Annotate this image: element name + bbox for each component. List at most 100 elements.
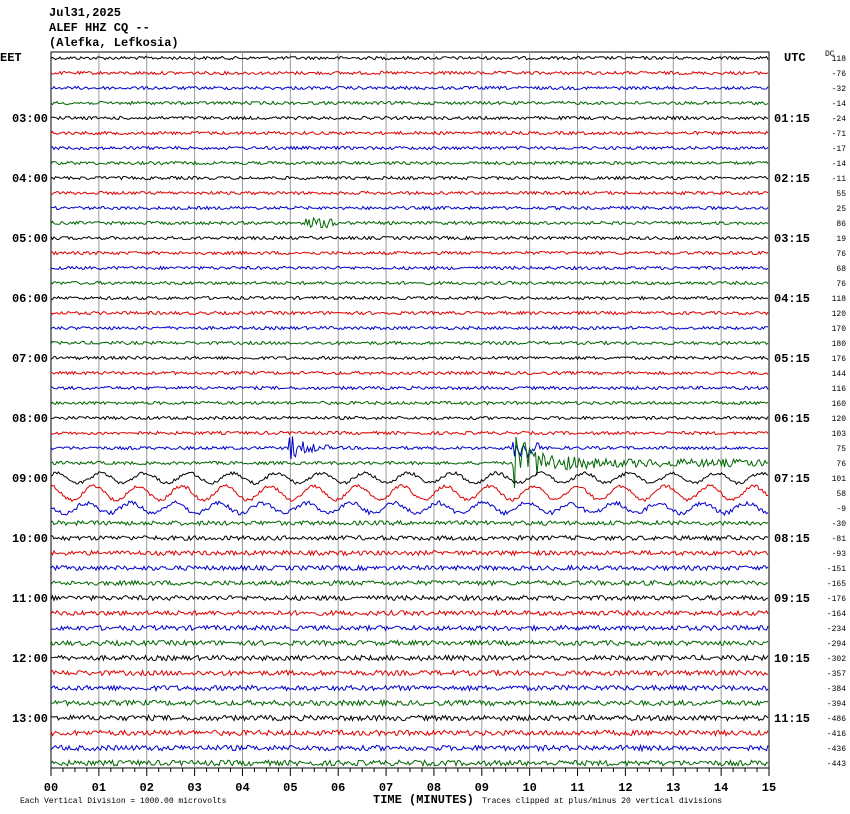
dc-offset: 58	[836, 490, 846, 499]
dc-offset: -443	[827, 760, 846, 769]
right-time: 05:15	[774, 352, 810, 366]
dc-offset: -14	[832, 100, 847, 109]
left-time: 07:00	[12, 352, 48, 366]
trace	[50, 594, 769, 602]
dc-offset: -9	[836, 505, 846, 514]
dc-offset: -165	[827, 580, 846, 589]
dc-offset: -32	[832, 85, 847, 94]
dc-offset: 180	[832, 340, 847, 349]
dc-offset: 75	[836, 445, 846, 454]
dc-offset: -151	[827, 565, 846, 574]
trace	[50, 216, 769, 229]
right-time: 07:15	[774, 472, 810, 486]
trace	[50, 483, 768, 503]
trace	[50, 355, 769, 361]
right-time: 06:15	[774, 412, 810, 426]
dc-offset: 116	[832, 385, 847, 394]
trace	[50, 564, 769, 572]
right-time: 04:15	[774, 292, 810, 306]
left-time: 06:00	[12, 292, 48, 306]
dc-offset: -176	[827, 595, 846, 604]
trace	[50, 70, 769, 76]
x-tick-label: 09	[475, 781, 489, 795]
right-time: 03:15	[774, 232, 810, 246]
trace	[50, 609, 769, 617]
x-tick-label: 14	[714, 781, 728, 795]
dc-offset: 120	[832, 310, 847, 319]
left-time: 08:00	[12, 412, 48, 426]
right-time: 11:15	[774, 712, 810, 726]
trace	[50, 430, 769, 436]
x-tick-label: 13	[666, 781, 680, 795]
dc-offset: 101	[832, 475, 847, 484]
right-time: 09:15	[774, 592, 810, 606]
x-tick-label: 07	[379, 781, 393, 795]
dc-offset: -294	[827, 640, 846, 649]
left-time: 09:00	[12, 472, 48, 486]
trace	[50, 340, 769, 346]
dc-offset: 103	[832, 430, 847, 439]
x-tick-label: 04	[235, 781, 249, 795]
x-tick-label: 00	[44, 781, 58, 795]
right-zone: UTC	[784, 51, 806, 65]
dc-offset: -71	[832, 130, 847, 139]
x-tick-label: 06	[331, 781, 345, 795]
dc-offset: 160	[832, 400, 847, 409]
dc-offset: 118	[832, 55, 847, 64]
left-time: 13:00	[12, 712, 48, 726]
trace	[50, 729, 769, 738]
left-time: 12:00	[12, 652, 48, 666]
trace	[50, 579, 769, 587]
right-time: 08:15	[774, 532, 810, 546]
left-time: 04:00	[12, 172, 48, 186]
trace	[50, 370, 769, 376]
dc-offset: 120	[832, 415, 847, 424]
right-time: 10:15	[774, 652, 810, 666]
dc-offset: -384	[827, 685, 846, 694]
dc-offset: 76	[836, 460, 846, 469]
x-tick-label: 05	[283, 781, 297, 795]
trace	[50, 654, 769, 662]
trace	[50, 684, 769, 693]
dc-offset: -234	[827, 625, 846, 634]
dc-label: DC	[825, 50, 835, 59]
trace	[50, 436, 769, 460]
left-time: 10:00	[12, 532, 48, 546]
trace	[50, 668, 769, 677]
dc-offset: -81	[832, 535, 847, 544]
trace	[50, 295, 769, 301]
dc-offset: -30	[832, 520, 847, 529]
left-zone: EET	[0, 51, 22, 65]
x-tick-label: 08	[427, 781, 441, 795]
x-tick-label: 02	[140, 781, 154, 795]
trace	[50, 265, 769, 271]
left-time: 11:00	[12, 592, 48, 606]
dc-offset: 76	[836, 280, 846, 289]
dc-offset: 170	[832, 325, 847, 334]
dc-offset: 176	[832, 355, 847, 364]
trace	[50, 250, 769, 256]
dc-offset: -93	[832, 550, 847, 559]
clip-note: Traces clipped at plus/minus 20 vertical…	[482, 797, 722, 806]
trace	[50, 235, 769, 241]
trace	[50, 280, 769, 286]
dc-offset: 25	[836, 205, 846, 214]
trace	[50, 115, 769, 121]
trace	[50, 743, 769, 753]
x-tick-label: 11	[570, 781, 584, 795]
trace	[50, 130, 769, 136]
left-time: 05:00	[12, 232, 48, 246]
trace	[50, 85, 769, 91]
x-axis-title: TIME (MINUTES)	[373, 793, 474, 807]
dc-offset: 19	[836, 235, 846, 244]
trace	[50, 436, 769, 489]
x-tick-label: 12	[618, 781, 632, 795]
dc-offset: -394	[827, 700, 846, 709]
trace	[50, 549, 769, 557]
dc-offset: -14	[832, 160, 847, 169]
trace	[50, 758, 769, 768]
trace	[50, 385, 769, 391]
dc-offset: -164	[827, 610, 846, 619]
right-time: 02:15	[774, 172, 810, 186]
